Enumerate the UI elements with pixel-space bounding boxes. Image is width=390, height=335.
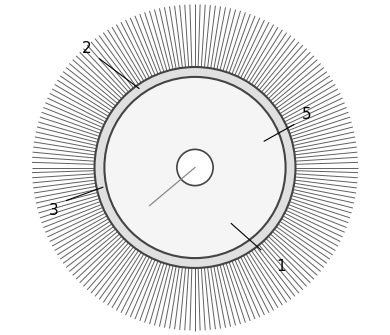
Text: 2: 2 — [82, 42, 91, 56]
Text: 3: 3 — [48, 203, 58, 218]
Circle shape — [105, 77, 285, 258]
Text: 1: 1 — [276, 259, 285, 274]
Circle shape — [94, 67, 296, 268]
Circle shape — [177, 149, 213, 186]
Text: 5: 5 — [302, 107, 312, 122]
